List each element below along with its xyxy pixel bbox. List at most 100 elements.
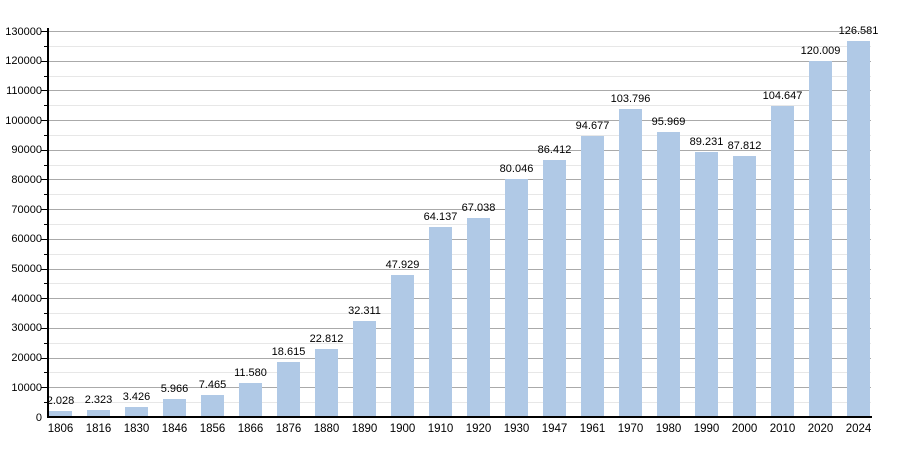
gridline-major <box>48 31 871 32</box>
gridline-minor <box>48 75 871 77</box>
x-axis-label: 1806 <box>47 423 74 435</box>
bar <box>733 156 756 417</box>
bar-value-label: 67.038 <box>461 201 496 214</box>
gridline-major <box>48 149 871 151</box>
gridline-major <box>48 209 871 211</box>
y-tick-minor <box>44 253 48 255</box>
gridline-minor <box>48 313 871 315</box>
gridline-major <box>48 60 871 62</box>
bar <box>239 382 262 417</box>
gridline-minor <box>48 402 871 404</box>
bar <box>353 321 376 417</box>
y-tick-major <box>41 298 48 300</box>
bar <box>847 41 870 417</box>
bar <box>809 60 832 417</box>
bar-value-label: 89.231 <box>689 136 724 149</box>
bar <box>619 108 642 417</box>
y-axis-label: 100000 <box>5 114 42 127</box>
y-tick-major <box>41 327 48 329</box>
y-tick-minor <box>44 313 48 315</box>
x-axis-line <box>47 416 872 418</box>
x-axis-label: 1990 <box>693 423 720 435</box>
bar-value-label: 94.677 <box>575 119 610 132</box>
y-axis-line <box>47 28 49 418</box>
y-tick-major <box>41 179 48 181</box>
y-axis-label: 110000 <box>6 84 42 97</box>
y-axis-label: 10000 <box>11 381 42 394</box>
bar <box>315 349 338 417</box>
y-tick-minor <box>44 75 48 77</box>
x-axis-label: 1856 <box>199 423 226 435</box>
bar-value-label: 103.796 <box>610 92 651 105</box>
y-axis-label: 40000 <box>11 292 42 305</box>
bar <box>49 410 72 417</box>
x-axis-label: 2020 <box>807 423 834 435</box>
gridline-minor <box>48 45 871 47</box>
bar-value-label: 95.969 <box>651 116 686 129</box>
bar-value-label: 87.812 <box>727 140 762 153</box>
y-axis-label: 50000 <box>11 263 42 276</box>
y-tick-major <box>41 31 48 32</box>
gridline-major <box>48 387 871 389</box>
x-axis-label: 1876 <box>275 423 302 435</box>
bar-value-label: 11.580 <box>234 366 267 379</box>
gridline-minor <box>48 372 871 374</box>
y-axis-label: 60000 <box>11 233 42 246</box>
y-tick-minor <box>44 224 48 225</box>
gridline-major <box>48 90 871 92</box>
y-tick-major <box>41 387 48 389</box>
gridline-major <box>48 268 871 270</box>
x-axis-label: 1890 <box>351 423 378 435</box>
bar-value-label: 47.929 <box>385 258 420 271</box>
y-tick-minor <box>44 164 48 166</box>
bar-value-label: 80.046 <box>499 163 534 176</box>
bar <box>467 217 490 417</box>
gridline-major <box>48 238 871 240</box>
y-tick-minor <box>44 105 48 107</box>
y-axis-label: 70000 <box>11 203 42 216</box>
bar-value-label: 104.647 <box>762 90 803 103</box>
gridline-minor <box>48 164 871 166</box>
gridline-minor <box>48 105 871 107</box>
gridline-minor <box>48 283 871 285</box>
y-tick-minor <box>44 283 48 285</box>
gridline-minor <box>48 253 871 255</box>
y-tick-major <box>41 149 48 151</box>
y-axis-label: 0 <box>35 411 42 424</box>
x-axis-label: 1846 <box>161 423 188 435</box>
bar <box>87 410 110 417</box>
y-tick-major <box>41 209 48 211</box>
bar <box>201 394 224 417</box>
gridline-major <box>48 298 871 300</box>
x-axis-label: 1900 <box>389 423 416 435</box>
bar <box>125 406 148 417</box>
x-axis-label: 2024 <box>845 423 872 435</box>
bar <box>657 132 680 417</box>
gridline-minor <box>48 342 871 344</box>
gridline-major <box>48 179 871 181</box>
gridline-minor <box>48 224 871 225</box>
x-axis-label: 1930 <box>503 423 530 435</box>
y-tick-major <box>41 90 48 92</box>
y-axis-label: 30000 <box>11 322 42 335</box>
y-tick-major <box>41 268 48 270</box>
y-tick-minor <box>44 402 48 404</box>
bar <box>163 399 186 417</box>
y-axis-label: 90000 <box>11 144 42 157</box>
bar <box>581 135 604 417</box>
y-tick-major <box>41 120 48 122</box>
bar-value-label: 3.426 <box>122 390 151 403</box>
x-axis-label: 1947 <box>541 423 568 435</box>
gridline-major <box>48 120 871 122</box>
bar-value-label: 5.966 <box>160 383 189 396</box>
x-axis-label: 1866 <box>237 423 264 435</box>
bar <box>505 179 528 417</box>
x-axis-label: 1816 <box>85 423 112 435</box>
y-tick-minor <box>44 194 48 196</box>
x-axis-label: 2010 <box>769 423 796 435</box>
bar-value-label: 64.137 <box>423 210 458 223</box>
bar-value-label: 86.412 <box>537 144 572 157</box>
bar-value-label: 120.009 <box>800 44 841 57</box>
x-axis-label: 1910 <box>427 423 454 435</box>
